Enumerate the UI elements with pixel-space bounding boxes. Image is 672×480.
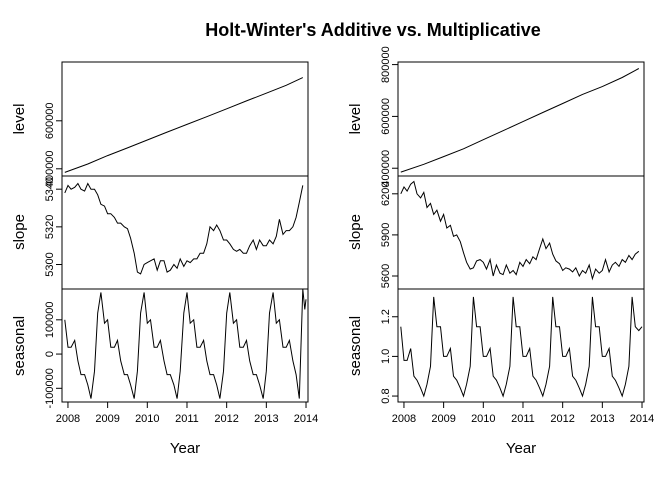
multiplicative-slope-panel: slope 5600 5900 6200 bbox=[347, 175, 645, 290]
x-tick-label: 2011 bbox=[175, 413, 199, 425]
series-line bbox=[64, 77, 304, 173]
panel-ylabel: level bbox=[11, 104, 28, 135]
y-tick-label: 6200 bbox=[380, 182, 392, 206]
panel-frame bbox=[397, 61, 645, 177]
y-tick-label: 400000 bbox=[380, 150, 392, 187]
y-tick-label: 5900 bbox=[380, 223, 392, 247]
series-line bbox=[64, 288, 307, 399]
x-axis-label: Year bbox=[506, 440, 536, 457]
y-tick-label: 5300 bbox=[44, 252, 56, 276]
x-tick-label: 2013 bbox=[254, 413, 278, 425]
panel-ylabel: seasonal bbox=[347, 316, 364, 376]
additive-slope-panel: slope 5300 5320 5340 bbox=[11, 175, 309, 290]
x-tick-label: 2014 bbox=[630, 413, 654, 425]
x-tick-label: 2009 bbox=[431, 413, 455, 425]
y-tick-label: 5600 bbox=[380, 264, 392, 288]
y-tick-label: 1.0 bbox=[380, 349, 392, 364]
multiplicative-chart: level 400000 600000 800000 slope 5600 5900 6… bbox=[347, 46, 654, 457]
panel-ylabel: slope bbox=[347, 214, 364, 250]
additive-chart: level 400000 600000 slope 5300 5320 5340 se… bbox=[11, 61, 318, 457]
chart-title: Holt-Winter's Additive vs. Multiplicativ… bbox=[205, 20, 541, 40]
y-tick-label: 5320 bbox=[44, 215, 56, 239]
x-tick-label: 2008 bbox=[56, 413, 80, 425]
y-tick-label: 0 bbox=[44, 351, 56, 357]
series-line bbox=[400, 180, 640, 281]
y-tick-label: 5340 bbox=[44, 177, 56, 201]
x-tick-label: 2010 bbox=[471, 413, 495, 425]
series-line bbox=[400, 68, 640, 173]
y-tick-label: -100000 bbox=[44, 368, 56, 408]
panel-ylabel: level bbox=[347, 104, 364, 135]
y-tick-label: 0.8 bbox=[380, 388, 392, 403]
x-tick-label: 2013 bbox=[590, 413, 614, 425]
panel-ylabel: seasonal bbox=[11, 316, 28, 376]
y-tick-label: 100000 bbox=[44, 301, 56, 338]
multiplicative-x-axis: 2008 2009 2010 2011 2012 2013 2014 bbox=[392, 401, 654, 425]
y-tick-label: 600000 bbox=[44, 102, 56, 139]
panel-ylabel: slope bbox=[11, 214, 28, 250]
x-tick-label: 2014 bbox=[294, 413, 318, 425]
x-axis-label: Year bbox=[170, 440, 200, 457]
y-tick-label: 400000 bbox=[44, 150, 56, 187]
x-tick-label: 2012 bbox=[550, 413, 574, 425]
panel-frame bbox=[397, 175, 645, 290]
additive-x-axis: 2008 2009 2010 2011 2012 2013 2014 bbox=[56, 401, 318, 425]
x-tick-label: 2011 bbox=[511, 413, 535, 425]
x-tick-label: 2012 bbox=[214, 413, 238, 425]
y-tick-label: 1.2 bbox=[380, 309, 392, 324]
x-tick-label: 2008 bbox=[392, 413, 416, 425]
multiplicative-seasonal-panel: seasonal 0.8 1.0 1.2 bbox=[347, 288, 645, 404]
additive-level-panel: level 400000 600000 bbox=[11, 61, 309, 187]
y-tick-label: 600000 bbox=[380, 98, 392, 135]
y-tick-label: 800000 bbox=[380, 46, 392, 83]
series-line bbox=[64, 182, 304, 275]
panel-frame bbox=[61, 175, 309, 290]
x-tick-label: 2009 bbox=[95, 413, 119, 425]
multiplicative-level-panel: level 400000 600000 800000 bbox=[347, 46, 645, 187]
additive-seasonal-panel: seasonal -100000 0 100000 bbox=[11, 288, 309, 408]
x-tick-label: 2010 bbox=[135, 413, 159, 425]
series-line bbox=[400, 296, 643, 398]
